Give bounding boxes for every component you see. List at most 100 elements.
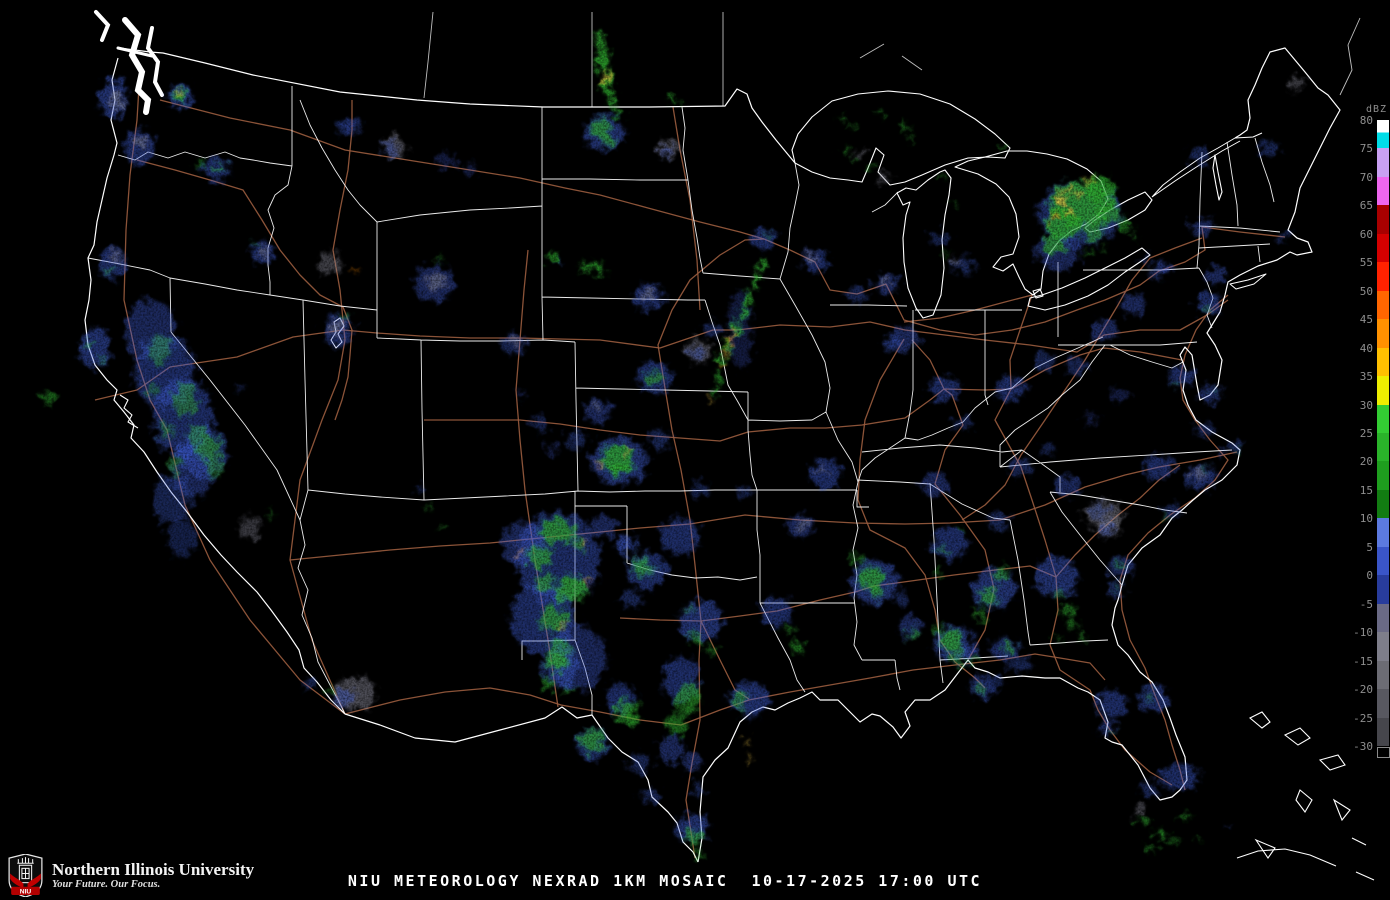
radar-cell bbox=[994, 675, 1004, 683]
radar-cell bbox=[592, 516, 616, 538]
radar-cell bbox=[216, 164, 226, 172]
radar-cell bbox=[620, 590, 642, 608]
radar-cell bbox=[667, 712, 687, 736]
radar-cell bbox=[958, 647, 976, 661]
radar-cell bbox=[784, 625, 794, 633]
radar-cell bbox=[973, 608, 985, 620]
radar-cell bbox=[329, 320, 343, 336]
radar-cell bbox=[932, 528, 968, 560]
radar-cell bbox=[559, 625, 563, 629]
dbz-tick-label: -15 bbox=[1353, 654, 1373, 668]
radar-cell bbox=[1054, 475, 1080, 497]
radar-cell bbox=[153, 476, 191, 524]
radar-cell bbox=[41, 391, 47, 397]
radar-cell bbox=[1110, 387, 1128, 401]
dbz-segment bbox=[1377, 319, 1389, 348]
radar-cell bbox=[1002, 642, 1016, 652]
radar-cell bbox=[939, 545, 949, 553]
radar-cell bbox=[1259, 141, 1279, 157]
dbz-segment bbox=[1377, 376, 1389, 405]
dbz-tick-label: -10 bbox=[1353, 626, 1373, 640]
radar-cell bbox=[668, 96, 676, 102]
radar-cell bbox=[87, 341, 93, 347]
radar-cell bbox=[1085, 251, 1093, 257]
radar-cell bbox=[747, 757, 751, 761]
dbz-segment bbox=[1377, 603, 1389, 633]
radar-cell bbox=[437, 152, 457, 170]
radar-cell bbox=[685, 829, 703, 845]
radar-cell bbox=[593, 268, 607, 274]
radar-cell bbox=[99, 247, 127, 279]
radar-cell bbox=[870, 585, 884, 597]
radar-cell bbox=[1098, 719, 1116, 735]
radar-cell bbox=[751, 228, 777, 250]
radar-cell bbox=[1068, 619, 1080, 629]
radar-cell bbox=[951, 257, 961, 265]
radar-cell bbox=[1084, 413, 1098, 425]
dbz-tick-label: -30 bbox=[1353, 740, 1373, 753]
radar-cell bbox=[839, 116, 847, 122]
radar-cell bbox=[806, 253, 818, 263]
dbz-tick-label: 60 bbox=[1359, 227, 1373, 241]
dbz-nd-box bbox=[1377, 747, 1390, 758]
radar-cell bbox=[590, 120, 612, 138]
radar-cell bbox=[683, 751, 701, 773]
dbz-segment bbox=[1377, 120, 1389, 149]
radar-cell bbox=[737, 486, 751, 496]
radar-cell bbox=[1203, 467, 1209, 471]
radar-cell bbox=[441, 524, 447, 530]
radar-cell bbox=[853, 156, 859, 162]
radar-cell bbox=[354, 267, 358, 271]
radar-cell bbox=[326, 688, 334, 694]
radar-cell bbox=[1169, 366, 1195, 388]
dbz-segment bbox=[1377, 632, 1389, 661]
radar-cell bbox=[744, 291, 752, 307]
radar-cell bbox=[580, 729, 604, 753]
radar-cell bbox=[1058, 194, 1064, 204]
radar-cell bbox=[632, 559, 650, 575]
radar-cell bbox=[629, 755, 651, 773]
puget-sound-coast bbox=[94, 10, 164, 115]
dbz-unit-label: dBZ bbox=[1366, 104, 1388, 115]
radar-cell bbox=[1139, 257, 1149, 265]
radar-cell bbox=[867, 164, 875, 170]
radar-cell bbox=[110, 91, 124, 109]
radar-cell bbox=[1163, 515, 1169, 519]
radar-cell bbox=[427, 274, 445, 290]
radar-cell bbox=[1154, 830, 1168, 838]
radar-cell bbox=[80, 328, 110, 368]
dbz-tick-label: 25 bbox=[1359, 427, 1373, 440]
dbz-tick-label: 0 bbox=[1366, 569, 1373, 583]
radar-cell bbox=[1114, 585, 1120, 589]
radar-cell bbox=[167, 519, 197, 557]
dbz-tick-label: 35 bbox=[1359, 370, 1373, 384]
radar-cell bbox=[110, 251, 122, 263]
radar-cell bbox=[1053, 214, 1057, 220]
radar-cell bbox=[1054, 590, 1064, 598]
radar-cell bbox=[728, 339, 732, 345]
radar-cell bbox=[159, 421, 173, 439]
radar-cell bbox=[921, 472, 949, 496]
radar-cell bbox=[1066, 358, 1088, 376]
radar-cell bbox=[1169, 838, 1177, 844]
radar-cell bbox=[718, 354, 726, 368]
radar-cell bbox=[994, 567, 1008, 581]
radar-cell bbox=[572, 537, 586, 551]
radar-cell bbox=[679, 101, 685, 105]
radar-cell bbox=[1040, 443, 1054, 455]
dbz-segment bbox=[1377, 233, 1389, 263]
university-tagline: Your Future. Our Focus. bbox=[52, 879, 161, 891]
radar-cell bbox=[720, 364, 724, 368]
radar-cell bbox=[851, 553, 865, 565]
radar-cell bbox=[1179, 814, 1189, 820]
radar-cell bbox=[953, 416, 971, 432]
radar-cell bbox=[168, 457, 182, 473]
dbz-tick-label: 50 bbox=[1359, 284, 1373, 298]
radar-cell bbox=[817, 467, 827, 475]
radar-cell bbox=[147, 383, 157, 397]
radar-cell bbox=[659, 735, 683, 763]
radar-cell bbox=[518, 550, 522, 554]
dbz-color-scale: dBZ 80 75 70 65 60 55 50 45 40 35 30 25 20 15 10 5 0 -5 -1… bbox=[1346, 104, 1390, 806]
radar-cell bbox=[745, 740, 749, 744]
